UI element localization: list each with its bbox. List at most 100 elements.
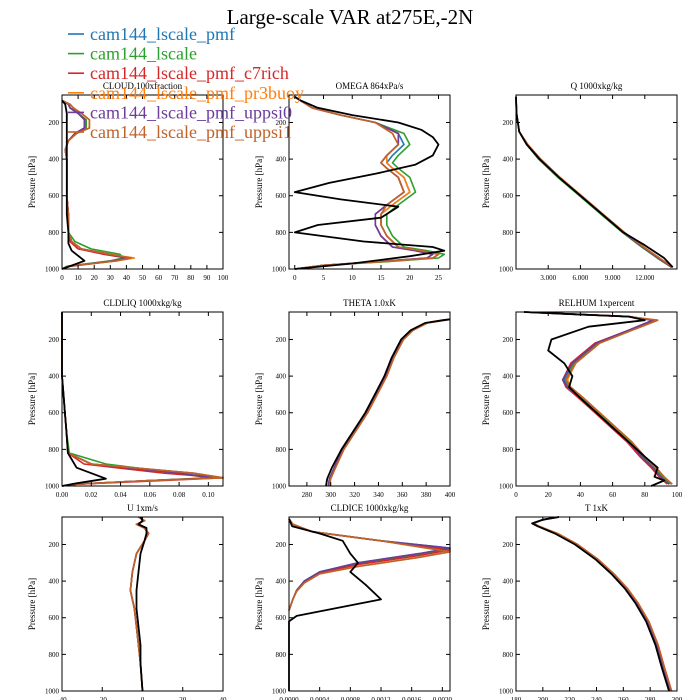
y-axis-label: Pressure [hPa] <box>254 373 264 425</box>
y-tick-label: 400 <box>49 156 60 164</box>
x-tick-label: 20 <box>179 696 187 700</box>
series-line-5 <box>515 96 674 268</box>
y-tick-label: 400 <box>503 373 514 381</box>
y-tick-label: 1000 <box>45 688 60 696</box>
panel-title: CLOUD 100xfraction <box>103 81 183 91</box>
series-line-3 <box>61 312 224 487</box>
series-line-4 <box>532 516 672 692</box>
y-tick-label: 200 <box>49 336 60 344</box>
x-tick-label: 320 <box>349 491 360 499</box>
x-tick-label: 30 <box>107 274 115 282</box>
x-tick-label: 100 <box>218 274 229 282</box>
x-tick-label: 90 <box>203 274 211 282</box>
series-line-2 <box>532 516 672 692</box>
x-tick-label: 0.0008 <box>341 696 361 700</box>
panel-title: CLDLIQ 1000xkg/kg <box>103 298 182 308</box>
series-line-1 <box>532 516 672 692</box>
series-line-0 <box>515 96 673 268</box>
x-tick-label: 25 <box>435 274 443 282</box>
series-line-3 <box>523 311 673 485</box>
series-line-control <box>288 518 382 691</box>
panel-5: 0 20 40 60 80 100 200 400 600 800 1000 Pressure [hP… <box>481 298 683 499</box>
series-line-control <box>293 96 446 270</box>
series-line-5 <box>532 516 673 692</box>
y-tick-label: 400 <box>276 156 287 164</box>
x-tick-label: 10 <box>349 274 357 282</box>
x-tick-label: 300 <box>672 696 683 700</box>
series-line-control <box>325 318 451 487</box>
x-tick-label: 180 <box>511 696 522 700</box>
y-tick-label: 600 <box>503 192 514 200</box>
panel-0: 0 10 20 30 40 50 60 70 80 90 100 200 400 600 800 1000 Pr… <box>27 81 229 282</box>
y-tick-label: 200 <box>503 336 514 344</box>
series-line-3 <box>294 96 440 270</box>
panel-title: Q 1000xkg/kg <box>571 81 623 91</box>
panel-title: OMEGA 864xPa/s <box>336 81 404 91</box>
series-line-0 <box>532 516 672 692</box>
x-tick-label: 12.000 <box>635 274 655 282</box>
legend-entry-2: cam144_lscale_pmf_c7rich <box>68 63 289 83</box>
x-tick-label: 260 <box>618 696 629 700</box>
legend-label: cam144_lscale_pmf <box>90 24 235 44</box>
x-tick-label: 280 <box>645 696 656 700</box>
legend-label: cam144_lscale_pmf_uppsi1 <box>90 122 292 142</box>
y-tick-label: 400 <box>49 373 60 381</box>
panel-title: U 1xm/s <box>127 503 158 513</box>
series-line-4 <box>61 312 217 487</box>
x-tick-label: 400 <box>445 491 456 499</box>
y-tick-label: 1000 <box>499 266 514 274</box>
y-axis-label: Pressure [hPa] <box>27 373 37 425</box>
x-tick-label: 380 <box>421 491 432 499</box>
plot-frame <box>61 311 224 487</box>
y-tick-label: 600 <box>276 192 287 200</box>
x-tick-label: -20 <box>98 696 108 700</box>
x-tick-label: 0.0004 <box>310 696 330 700</box>
y-tick-label: 600 <box>49 614 60 622</box>
x-tick-label: 0.10 <box>202 491 215 499</box>
panel-title: THETA 1.0xK <box>343 298 396 308</box>
plot-frame <box>288 94 451 270</box>
series-line-5 <box>129 516 150 692</box>
x-tick-label: 15 <box>378 274 386 282</box>
y-tick-label: 1000 <box>272 688 287 696</box>
y-axis-label: Pressure [hPa] <box>481 156 491 208</box>
plot-frame <box>515 516 678 692</box>
series-line-control <box>523 311 665 487</box>
y-tick-label: 800 <box>49 446 60 454</box>
y-tick-label: 1000 <box>499 688 514 696</box>
x-tick-label: 360 <box>397 491 408 499</box>
x-tick-label: 0.00 <box>56 491 69 499</box>
x-tick-label: 60 <box>609 491 617 499</box>
y-tick-label: 200 <box>503 541 514 549</box>
y-axis-label: Pressure [hPa] <box>27 578 37 630</box>
y-tick-label: 400 <box>49 578 60 586</box>
y-tick-label: 800 <box>49 229 60 237</box>
panel-8: 180 200 220 240 260 280 300 200 400 600 800 1000 Pre… <box>481 503 683 700</box>
series-line-0 <box>327 318 451 487</box>
series-line-1 <box>294 96 446 270</box>
legend-label: cam144_lscale <box>90 44 197 64</box>
y-tick-label: 800 <box>503 651 514 659</box>
x-tick-label: 0 <box>514 491 518 499</box>
x-tick-label: 80 <box>187 274 195 282</box>
x-tick-label: 220 <box>564 696 575 700</box>
panel-4: 280 300 320 340 360 380 400 200 400 600 800 1000 Pre… <box>254 298 456 499</box>
x-tick-label: 100 <box>672 491 683 499</box>
panel-title: RELHUM 1xpercent <box>559 298 635 308</box>
legend-entry-3: cam144_lscale_pmf_pr3buoy <box>68 83 304 103</box>
x-tick-label: 0.02 <box>85 491 98 499</box>
x-tick-label: 20 <box>406 274 414 282</box>
x-tick-label: 40 <box>123 274 131 282</box>
x-tick-label: 80 <box>641 491 649 499</box>
y-tick-label: 600 <box>276 409 287 417</box>
y-tick-label: 800 <box>276 446 287 454</box>
x-tick-label: -40 <box>57 696 67 700</box>
y-tick-label: 400 <box>503 156 514 164</box>
y-tick-label: 1000 <box>45 483 60 491</box>
x-tick-label: 0 <box>293 274 297 282</box>
series-line-5 <box>61 312 224 487</box>
y-tick-label: 400 <box>276 373 287 381</box>
panel-title: CLDICE 1000xkg/kg <box>331 503 409 513</box>
figure-title: Large-scale VAR at275E,-2N <box>227 5 474 29</box>
